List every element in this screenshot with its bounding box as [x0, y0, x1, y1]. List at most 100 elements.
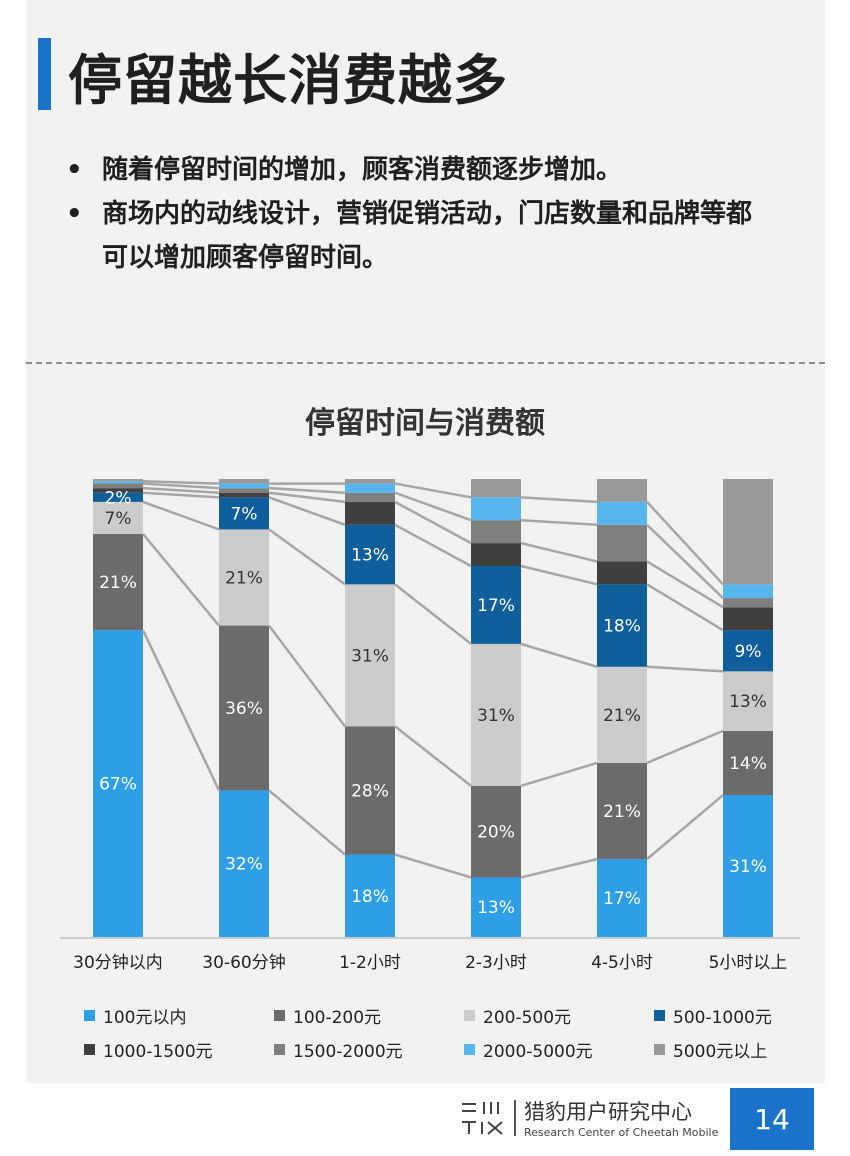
bar-segment: [597, 666, 647, 763]
footer-separator: [514, 1100, 516, 1136]
series-connector-line: [142, 491, 220, 499]
legend-item: 1500-2000元: [274, 1039, 464, 1062]
bullet-item: • 商场内的动线设计，营销促销活动，门店数量和品牌等都可以增加顾客停留时间。: [66, 192, 766, 280]
legend-swatch: [654, 1009, 665, 1021]
bullet-item: • 随着停留时间的增加，顾客消费额逐步增加。: [66, 148, 766, 192]
series-connector-line: [268, 496, 346, 526]
x-tick-label: 30-60分钟: [202, 953, 285, 973]
series-connector-line: [646, 729, 724, 765]
bar-segment: [345, 501, 395, 525]
legend-swatch: [84, 1009, 95, 1021]
bar-segment: [597, 561, 647, 585]
legend-swatch: [274, 1043, 285, 1055]
bullet-text: 商场内的动线设计，营销促销活动，门店数量和品牌等都可以增加顾客停留时间。: [102, 199, 753, 273]
series-connector-line: [646, 583, 724, 632]
series-connector-line: [520, 564, 598, 586]
x-tick-label: 1-2小时: [339, 953, 401, 973]
legend-label: 200-500元: [483, 1007, 572, 1028]
bar-segment: [471, 643, 521, 786]
series-connector-line: [394, 725, 472, 787]
series-connector-line: [646, 665, 724, 673]
chart-legend: 100元以内 100-200元 200-500元 500-1000元 1000-1500…: [84, 1005, 804, 1062]
bar-segment: [723, 795, 773, 937]
series-connector-line: [646, 523, 724, 599]
legend-item: 2000-5000元: [464, 1039, 654, 1062]
data-label: 18%: [351, 887, 389, 907]
legend-label: 5000元以上: [673, 1041, 768, 1062]
series-connector-line: [268, 789, 346, 856]
series-connector-line: [394, 523, 472, 568]
bar-segment: [471, 543, 521, 567]
series-connector-line: [520, 541, 598, 563]
series-connector-line: [646, 560, 724, 609]
data-label: 14%: [729, 754, 767, 774]
data-label: 17%: [603, 889, 641, 909]
legend-label: 500-1000元: [673, 1007, 772, 1028]
legend-label: 100元以内: [103, 1007, 187, 1028]
legend-item: 100-200元: [274, 1005, 464, 1028]
legend-item: 200-500元: [464, 1005, 654, 1028]
series-connector-line: [141, 629, 221, 791]
slide-title: 停留越长消费越多: [68, 49, 508, 112]
series-connector-line: [520, 857, 598, 879]
legend-swatch: [654, 1043, 665, 1055]
stacked-bar-chart: 67%21%7%2%32%36%21%7%18%28%31%13%13%20%3…: [60, 479, 800, 973]
bullet-list: • 随着停留时间的增加，顾客消费额逐步增加。 • 商场内的动线设计，营销促销活动…: [66, 148, 766, 280]
bar-segment: [93, 533, 143, 631]
legend-label: 100-200元: [293, 1007, 382, 1028]
legend-swatch: [464, 1009, 475, 1021]
bar-segment: [93, 492, 143, 502]
chart-title: 停留时间与消费额: [305, 406, 545, 441]
bar-segment: [597, 479, 647, 502]
x-tick-label: 5小时以上: [709, 953, 788, 973]
bar-segment: [345, 584, 395, 727]
bar-segment: [723, 479, 773, 585]
series-connector-line: [520, 496, 598, 504]
bar-segment: [93, 481, 143, 484]
bar-segment: [723, 671, 773, 731]
legend-item: 1000-1500元: [84, 1039, 274, 1062]
series-connector-line: [142, 486, 220, 494]
series-connector-line: [268, 486, 346, 494]
series-connector-line: [394, 491, 472, 522]
bar-segment: [345, 524, 395, 585]
bar-segment: [723, 630, 773, 672]
bar-segment: [471, 479, 521, 498]
series-connector-line: [520, 518, 598, 527]
legend-swatch: [464, 1043, 475, 1055]
data-label: 13%: [477, 898, 515, 918]
legend-label: 1000-1500元: [103, 1041, 213, 1062]
data-label: 21%: [603, 706, 641, 726]
bar-segment: [219, 488, 269, 493]
bar-segment: [597, 859, 647, 937]
bar-segment: [723, 607, 773, 631]
legend-swatch: [274, 1009, 285, 1021]
bar-segment: [345, 483, 395, 493]
bullet-dot-icon: •: [66, 199, 83, 229]
cheetah-logo-icon: [462, 1102, 503, 1135]
data-label: 31%: [729, 857, 767, 877]
data-label: 20%: [477, 823, 515, 843]
bar-segment: [345, 854, 395, 937]
data-label: 13%: [729, 692, 767, 712]
bar-segment: [471, 877, 521, 937]
series-connector-line: [394, 853, 472, 879]
series-connector-line: [142, 480, 220, 485]
bar-segment: [471, 520, 521, 544]
bar-segment: [723, 584, 773, 599]
legend-label: 1500-2000元: [293, 1041, 403, 1062]
bar-segment: [597, 501, 647, 525]
bar-segment: [597, 762, 647, 860]
series-connector-line: [520, 761, 598, 788]
bar-segment: [93, 483, 143, 489]
footer-org-name: 猎豹用户研究中心: [524, 1100, 692, 1124]
legend-item: 5000元以上: [654, 1039, 804, 1062]
data-label: 32%: [225, 855, 263, 875]
bar-segment: [93, 488, 143, 493]
legend-label: 2000-5000元: [483, 1041, 593, 1062]
bar-segment: [345, 479, 395, 484]
data-label: 7%: [231, 504, 258, 524]
page-number: 14: [730, 1088, 814, 1150]
bar-segment: [219, 492, 269, 498]
x-tick-label: 30分钟以内: [73, 953, 163, 973]
